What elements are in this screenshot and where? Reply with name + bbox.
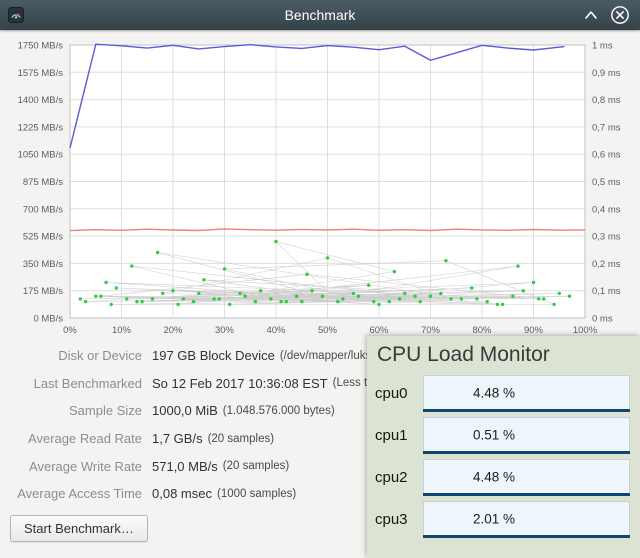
titlebar[interactable]: Benchmark [0, 0, 640, 30]
cpu-name: cpu0 [375, 384, 408, 402]
svg-text:350 MB/s: 350 MB/s [23, 259, 63, 270]
start-benchmark-button[interactable]: Start Benchmark… [10, 515, 148, 542]
cpu-load-chart [423, 458, 630, 496]
cpu-load-value: 4.48 % [473, 469, 516, 485]
svg-text:100%: 100% [573, 325, 598, 335]
svg-text:40%: 40% [266, 325, 286, 335]
cpu-load-chart [423, 374, 630, 412]
detail-label: Last Benchmarked [33, 375, 142, 391]
detail-note: (/dev/mapper/luks [279, 349, 372, 362]
svg-text:20%: 20% [163, 325, 183, 335]
cpu-name: cpu1 [375, 426, 408, 444]
svg-text:10%: 10% [112, 325, 132, 335]
svg-text:1225 MB/s: 1225 MB/s [18, 122, 64, 133]
cpu-chart-wrap: 2.01 % [423, 500, 630, 538]
detail-note: (1000 samples) [216, 487, 297, 500]
svg-text:1575 MB/s: 1575 MB/s [18, 68, 64, 79]
cpu-chart-wrap: 4.48 % [423, 458, 630, 496]
window-title: Benchmark [284, 7, 356, 23]
cpu-chart-wrap: 4.48 % [423, 374, 630, 412]
benchmark-app-icon [8, 7, 24, 23]
svg-text:60%: 60% [369, 325, 389, 335]
cpu-name: cpu3 [375, 510, 408, 528]
svg-text:0,6 ms: 0,6 ms [592, 150, 621, 161]
detail-value: 197 GB Block Device [152, 348, 275, 364]
cpu-load-value: 0.51 % [473, 427, 516, 443]
cpu-load-chart [423, 500, 630, 538]
svg-text:1050 MB/s: 1050 MB/s [18, 150, 64, 161]
detail-row-disk-or-device: Disk or Device 197 GB Block Device (/dev… [0, 342, 640, 370]
detail-row-average-write-rate: Average Write Rate 571,0 MB/s (20 sample… [0, 452, 640, 480]
detail-note: (20 samples) [207, 432, 275, 445]
detail-label: Average Read Rate [28, 431, 142, 447]
svg-text:1750 MB/s: 1750 MB/s [18, 41, 64, 52]
svg-text:1 ms: 1 ms [592, 41, 613, 52]
detail-row-sample-size: Sample Size 1000,0 MiB (1.048.576.000 by… [0, 397, 640, 425]
benchmark-chart: 0 MB/s 0 ms 175 MB/s 0,1 ms 350 MB/s 0,2 ms 52… [0, 30, 640, 337]
cpu-row-0: cpu0 4.48 % [375, 372, 632, 414]
benchmark-details: Disk or Device 197 GB Block Device (/dev… [0, 342, 640, 508]
cpu-row-3: cpu3 2.01 % [375, 498, 632, 540]
detail-row-average-access-time: Average Access Time 0,08 msec (1000 samp… [0, 480, 640, 508]
svg-text:30%: 30% [215, 325, 235, 335]
cpu-load-value: 4.48 % [473, 385, 516, 401]
cpu-load-value: 2.01 % [473, 511, 516, 527]
detail-value: 0,08 msec [152, 486, 212, 502]
svg-text:700 MB/s: 700 MB/s [23, 204, 63, 215]
cpu-row-1: cpu1 0.51 % [375, 414, 632, 456]
cpu-row-2: cpu2 4.48 % [375, 456, 632, 498]
svg-text:525 MB/s: 525 MB/s [23, 232, 63, 243]
svg-text:0%: 0% [63, 325, 77, 335]
svg-text:0,4 ms: 0,4 ms [592, 204, 621, 215]
detail-row-last-benchmarked: Last Benchmarked So 12 Feb 2017 10:36:08… [0, 370, 640, 398]
svg-text:0,2 ms: 0,2 ms [592, 259, 621, 270]
detail-label: Sample Size [69, 403, 142, 419]
svg-text:0 ms: 0 ms [592, 314, 613, 325]
cpu-name: cpu2 [375, 468, 408, 486]
svg-text:0,8 ms: 0,8 ms [592, 95, 621, 106]
svg-text:70%: 70% [421, 325, 441, 335]
svg-text:1400 MB/s: 1400 MB/s [18, 95, 64, 106]
detail-label: Average Access Time [17, 486, 142, 502]
detail-value: So 12 Feb 2017 10:36:08 EST [152, 375, 328, 391]
svg-text:875 MB/s: 875 MB/s [23, 177, 63, 188]
svg-text:0,7 ms: 0,7 ms [592, 122, 621, 133]
svg-text:0 MB/s: 0 MB/s [33, 314, 63, 325]
svg-text:175 MB/s: 175 MB/s [23, 286, 63, 297]
shade-icon[interactable] [584, 10, 598, 20]
svg-text:0,3 ms: 0,3 ms [592, 232, 621, 243]
cpu-load-chart [423, 416, 630, 454]
svg-text:0,9 ms: 0,9 ms [592, 68, 621, 79]
detail-label: Disk or Device [58, 348, 142, 364]
svg-text:90%: 90% [524, 325, 544, 335]
detail-value: 1,7 GB/s [152, 431, 203, 447]
svg-text:0,1 ms: 0,1 ms [592, 286, 621, 297]
detail-label: Average Write Rate [29, 458, 142, 474]
svg-text:80%: 80% [472, 325, 492, 335]
cpu-chart-wrap: 0.51 % [423, 416, 630, 454]
svg-text:50%: 50% [318, 325, 338, 335]
cpu-load-monitor-panel[interactable]: CPU Load Monitor cpu0 4.48 % cpu1 0.51 %… [367, 336, 640, 558]
svg-text:0,5 ms: 0,5 ms [592, 177, 621, 188]
close-icon[interactable] [610, 5, 630, 25]
detail-row-average-read-rate: Average Read Rate 1,7 GB/s (20 samples) [0, 425, 640, 453]
cpu-panel-title: CPU Load Monitor [377, 343, 550, 366]
detail-value: 571,0 MB/s [152, 458, 218, 474]
detail-note: (1.048.576.000 bytes) [222, 404, 335, 417]
detail-value: 1000,0 MiB [152, 403, 218, 419]
detail-note: (20 samples) [222, 460, 290, 473]
